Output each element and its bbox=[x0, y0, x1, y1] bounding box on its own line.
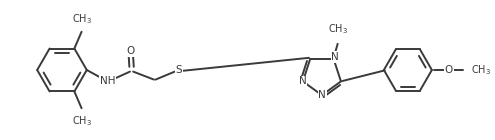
Text: O: O bbox=[445, 65, 453, 75]
Text: N: N bbox=[331, 52, 339, 62]
Text: S: S bbox=[175, 65, 182, 75]
Text: CH$_3$: CH$_3$ bbox=[328, 22, 347, 36]
Text: N: N bbox=[318, 90, 326, 100]
Text: NH: NH bbox=[100, 76, 115, 86]
Text: N: N bbox=[298, 76, 306, 86]
Text: O: O bbox=[127, 46, 135, 56]
Text: CH$_3$: CH$_3$ bbox=[72, 12, 92, 26]
Text: CH$_3$: CH$_3$ bbox=[471, 63, 491, 77]
Text: CH$_3$: CH$_3$ bbox=[72, 114, 92, 128]
